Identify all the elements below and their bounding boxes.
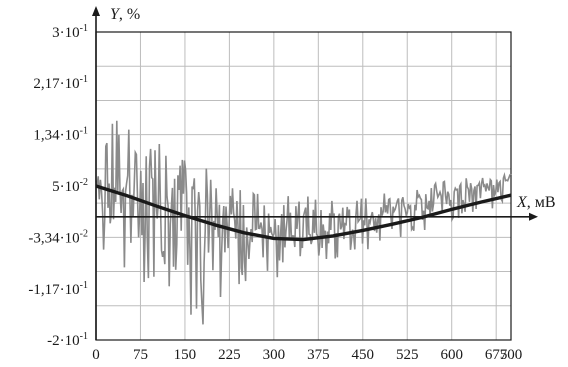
y-axis-label: Y, % [110, 6, 140, 23]
y-tick-label: -2·10-1 [47, 331, 88, 349]
x-tick-label: 375 [307, 347, 330, 363]
y-tick-label: 3·10-1 [52, 23, 88, 41]
x-tick-label: 75 [133, 347, 148, 363]
axes [92, 6, 538, 340]
x-tick-label: 525 [396, 347, 419, 363]
noisy-series [95, 120, 512, 325]
x-tick-label: 225 [218, 347, 241, 363]
y-tick-label: -1,17·10-1 [28, 280, 88, 298]
x-tick-label: 300 [263, 347, 286, 363]
noisy-series-line [95, 120, 512, 325]
y-tick-labels: 3·10-1 2,17·10-1 1,34·10-1 5·10-2 -3,34·10-2… [28, 23, 88, 349]
x-tick-label: 675 [485, 347, 508, 363]
x-tick-label: 600 [440, 347, 463, 363]
y-tick-label: 1,34·10-1 [33, 125, 88, 143]
y-tick-label: -3,34·10-2 [28, 228, 88, 246]
x-tick-label: 700 [500, 347, 523, 363]
x-axis-arrow-icon [529, 212, 538, 221]
trend-series-line [95, 184, 512, 242]
x-tick-label: 0 [92, 347, 100, 363]
y-axis-arrow-icon [92, 6, 100, 16]
x-tick-label: 150 [174, 347, 197, 363]
x-tick-label: 450 [352, 347, 375, 363]
y-tick-label: 5·10-2 [52, 177, 88, 195]
y-tick-label: 2,17·10-1 [33, 74, 88, 92]
trend-series [95, 184, 512, 242]
x-axis-label: X, мВ [516, 194, 556, 211]
